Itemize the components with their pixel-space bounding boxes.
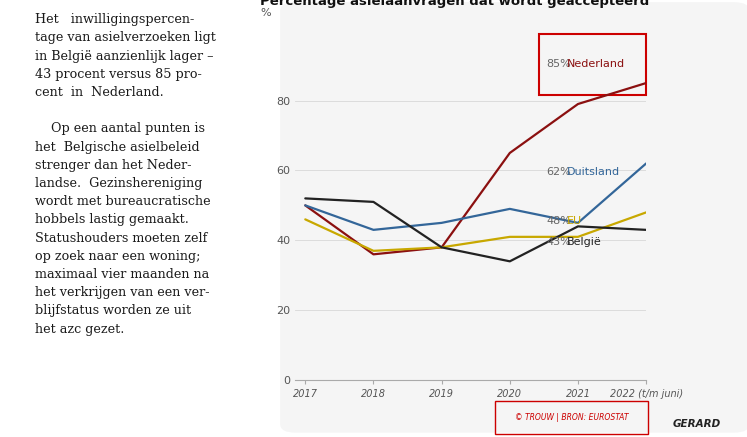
Text: © TROUW | BRON: EUROSTAT: © TROUW | BRON: EUROSTAT — [515, 413, 628, 423]
Text: 43%: 43% — [546, 237, 571, 247]
Text: 85%: 85% — [546, 59, 571, 69]
Text: %: % — [260, 8, 270, 18]
Text: België: België — [567, 237, 602, 247]
Text: Duitsland: Duitsland — [567, 167, 620, 177]
Text: Nederland: Nederland — [567, 59, 625, 69]
Text: 62%: 62% — [546, 167, 571, 177]
Text: Percentage asielaanvragen dat wordt geaccepteerd: Percentage asielaanvragen dat wordt geac… — [260, 0, 649, 8]
Text: EU: EU — [567, 216, 582, 226]
Text: Het   inwilligingspercen-
tage van asielverzoeken ligt
in België aanzienlijk lag: Het inwilligingspercen- tage van asielve… — [35, 13, 216, 336]
Text: 48%: 48% — [546, 216, 571, 226]
Text: GERARD: GERARD — [672, 419, 721, 429]
